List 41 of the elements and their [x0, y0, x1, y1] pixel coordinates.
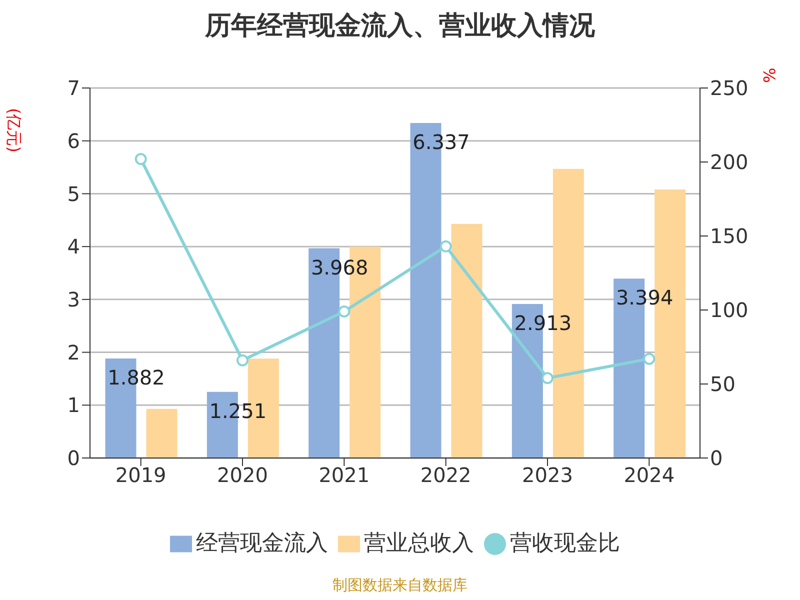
data-label: 1.882 [108, 366, 165, 390]
point [440, 240, 452, 252]
x-tick-label: 2021 [318, 463, 370, 488]
point [134, 153, 147, 166]
point [338, 305, 350, 318]
data-label: 3.968 [310, 255, 368, 280]
y2-tick-label: 200 [710, 150, 748, 174]
x-tick-label: 2022 [420, 463, 472, 488]
y-tick-label: 5 [67, 182, 80, 206]
y-tick-label: 2 [67, 340, 80, 364]
text: 制图数据来自数据库 [332, 576, 468, 595]
y2-tick-label: 250 [710, 76, 748, 100]
data-label: 3.394 [616, 286, 674, 310]
point [643, 352, 656, 365]
data-label: 2.913 [514, 311, 572, 336]
y-tick-label: 1 [67, 393, 80, 418]
y-tick-label: 6 [67, 128, 80, 153]
x-tick-label: 2024 [624, 463, 675, 488]
y-tick-label: 7 [67, 76, 80, 100]
x-tick-label: 2023 [522, 463, 573, 488]
y2-tick-label: 50 [710, 372, 736, 396]
y2-tick-label: 100 [710, 298, 748, 322]
y-tick-label: 4 [67, 234, 80, 259]
x-tick-label: 2019 [115, 463, 166, 488]
point [542, 372, 554, 384]
y-tick-label: 3 [67, 288, 80, 312]
y2-tick-label: 0 [710, 446, 723, 470]
point [236, 354, 248, 366]
y2-axis-title: % [760, 68, 779, 83]
y2-tick-label: 150 [710, 224, 748, 248]
chart-title: 历年经营现金流入、营业收入情况 [204, 10, 596, 43]
y-axis-title: (亿元) [4, 108, 24, 152]
bar [146, 408, 178, 458]
legend-label: 营收现金比 [510, 531, 620, 556]
x-tick-label: 2020 [217, 463, 268, 488]
data-label: 6.337 [412, 130, 470, 154]
legend-label: 营业总收入 [364, 531, 474, 556]
y-tick-label: 0 [67, 446, 80, 470]
data-label: 1.251 [209, 398, 267, 423]
bar [451, 224, 482, 458]
legend-label: 经营现金流入 [196, 531, 328, 556]
